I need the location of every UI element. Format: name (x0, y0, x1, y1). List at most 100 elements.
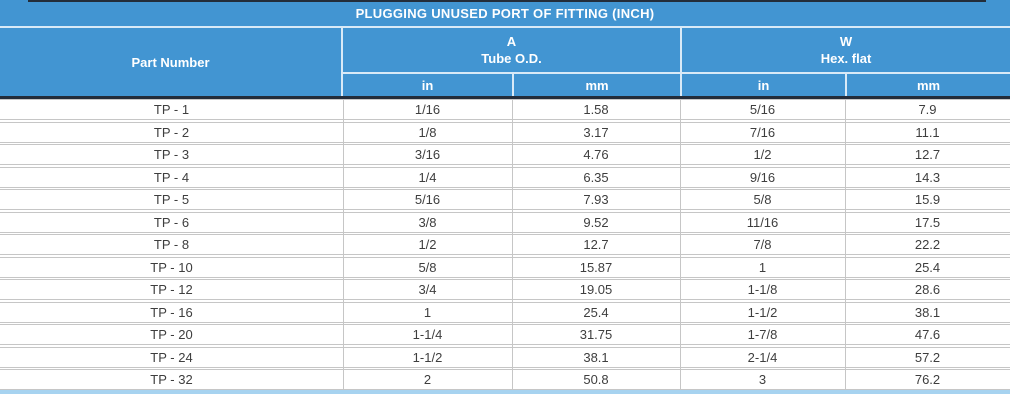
table-row: TP - 24 1-1/2 38.1 2-1/4 57.2 (0, 346, 1010, 368)
cell-w-in: 5/16 (749, 102, 776, 117)
cell-w-mm: 57.2 (914, 349, 941, 365)
table-row: TP - 2 1/8 3.17 7/16 11.1 (0, 121, 1010, 143)
cell-w-in: 9/16 (749, 169, 776, 185)
cell-part-number: TP - 32 (150, 372, 193, 387)
cell-w-mm: 76.2 (914, 372, 941, 387)
cell-a-mm: 15.87 (579, 259, 613, 275)
cell-w-in: 1-1/2 (747, 304, 778, 320)
table-row: TP - 1 1/16 1.58 5/16 7.9 (0, 99, 1010, 120)
cell-w-in: 2-1/4 (747, 349, 778, 365)
cell-a-in: 1/16 (414, 102, 441, 117)
table-row: TP - 3 3/16 4.76 1/2 12.7 (0, 144, 1010, 165)
cell-w-in: 1-1/8 (747, 282, 778, 297)
cell-part-number: TP - 6 (153, 214, 190, 230)
column-group-a-sublabel: Tube O.D. (481, 51, 542, 66)
cell-a-mm: 4.76 (583, 147, 609, 162)
table-row: TP - 10 5/8 15.87 1 25.4 (0, 256, 1010, 278)
column-header-part-number-label: Part Number (131, 54, 210, 70)
cell-part-number: TP - 16 (150, 304, 193, 320)
cell-w-in: 1-7/8 (747, 327, 778, 342)
cell-part-number: TP - 10 (150, 259, 193, 275)
cell-part-number: TP - 3 (153, 147, 190, 162)
cell-a-in: 1/4 (418, 169, 437, 185)
cell-w-mm: 7.9 (918, 102, 937, 117)
column-header-part-number: Part Number (0, 28, 343, 96)
cell-part-number: TP - 12 (150, 282, 193, 297)
cell-a-in: 1-1/2 (412, 349, 443, 365)
cell-a-mm: 9.52 (583, 214, 609, 230)
cell-w-in: 3 (758, 372, 767, 387)
cell-part-number: TP - 1 (153, 102, 190, 117)
cell-w-mm: 11.1 (915, 124, 940, 140)
cell-part-number: TP - 2 (153, 124, 190, 140)
table-row: TP - 12 3/4 19.05 1-1/8 28.6 (0, 279, 1010, 300)
cell-a-mm: 38.1 (583, 349, 609, 365)
cell-a-mm: 12.7 (583, 237, 609, 252)
cell-a-in: 5/8 (418, 259, 437, 275)
column-group-w: W Hex. flat (680, 28, 1010, 72)
cell-part-number: TP - 4 (153, 169, 190, 185)
column-header-a-in: in (343, 72, 512, 96)
cell-a-mm: 3.17 (583, 124, 609, 140)
cell-a-mm: 19.05 (579, 282, 613, 297)
cell-w-mm: 14.3 (914, 169, 941, 185)
cell-a-mm: 1.58 (583, 102, 609, 117)
column-divider (512, 99, 513, 390)
cell-a-in: 1 (423, 304, 432, 320)
cell-a-in: 2 (423, 372, 432, 387)
column-divider (680, 99, 681, 390)
cell-w-mm: 47.6 (914, 327, 941, 342)
cell-w-mm: 38.1 (914, 304, 941, 320)
table-row: TP - 4 1/4 6.35 9/16 14.3 (0, 166, 1010, 188)
cell-w-mm: 28.6 (914, 282, 941, 297)
top-dark-rule (28, 0, 986, 2)
table-bottom-rule (0, 390, 1010, 394)
table-title-bar: PLUGGING UNUSED PORT OF FITTING (INCH) (0, 0, 1010, 28)
cell-a-in: 1-1/4 (412, 327, 443, 342)
cell-w-in: 5/8 (753, 192, 772, 207)
cell-a-mm: 7.93 (583, 192, 609, 207)
cell-a-in: 1/2 (418, 237, 437, 252)
cell-a-mm: 50.8 (583, 372, 609, 387)
cell-part-number: TP - 8 (153, 237, 190, 252)
column-divider (343, 99, 344, 390)
column-group-w-label: W (839, 34, 853, 49)
column-group-a-label: A (506, 34, 517, 49)
table-row: TP - 8 1/2 12.7 7/8 22.2 (0, 234, 1010, 255)
table-body: TP - 1 1/16 1.58 5/16 7.9 TP - 2 1/8 3.1… (0, 99, 1010, 390)
cell-w-mm: 22.2 (914, 237, 941, 252)
cell-a-mm: 25.4 (583, 304, 609, 320)
cell-w-in: 7/16 (749, 124, 776, 140)
cell-a-mm: 6.35 (583, 169, 609, 185)
cell-a-in: 3/4 (418, 282, 437, 297)
cell-a-in: 3/16 (414, 147, 441, 162)
table-title: PLUGGING UNUSED PORT OF FITTING (INCH) (355, 6, 655, 21)
cell-part-number: TP - 20 (150, 327, 193, 342)
table-header: Part Number A Tube O.D. W Hex. flat in m… (0, 28, 1010, 96)
column-group-a: A Tube O.D. (343, 28, 680, 72)
table-row: TP - 6 3/8 9.52 11/16 17.5 (0, 211, 1010, 233)
table-row: TP - 20 1-1/4 31.75 1-7/8 47.6 (0, 324, 1010, 345)
column-divider (845, 99, 846, 390)
cell-part-number: TP - 5 (153, 192, 190, 207)
cell-w-in: 7/8 (753, 237, 772, 252)
cell-a-in: 1/8 (418, 124, 437, 140)
cell-w-in: 1/2 (753, 147, 772, 162)
cell-w-mm: 25.4 (914, 259, 941, 275)
column-header-w-in: in (680, 72, 845, 96)
cell-w-mm: 15.9 (914, 192, 941, 207)
cell-a-in: 5/16 (414, 192, 441, 207)
header-bottom-rule (0, 96, 1010, 99)
column-header-a-mm: mm (512, 72, 680, 96)
cell-a-in: 3/8 (418, 214, 437, 230)
cell-w-mm: 17.5 (914, 214, 941, 230)
table-row: TP - 32 2 50.8 3 76.2 (0, 369, 1010, 390)
column-header-w-mm: mm (845, 72, 1010, 96)
cell-part-number: TP - 24 (150, 349, 193, 365)
table-row: TP - 5 5/16 7.93 5/8 15.9 (0, 189, 1010, 210)
table-row: TP - 16 1 25.4 1-1/2 38.1 (0, 301, 1010, 323)
cell-a-mm: 31.75 (579, 327, 613, 342)
cell-w-in: 11/16 (746, 214, 779, 230)
column-group-w-sublabel: Hex. flat (820, 51, 872, 66)
